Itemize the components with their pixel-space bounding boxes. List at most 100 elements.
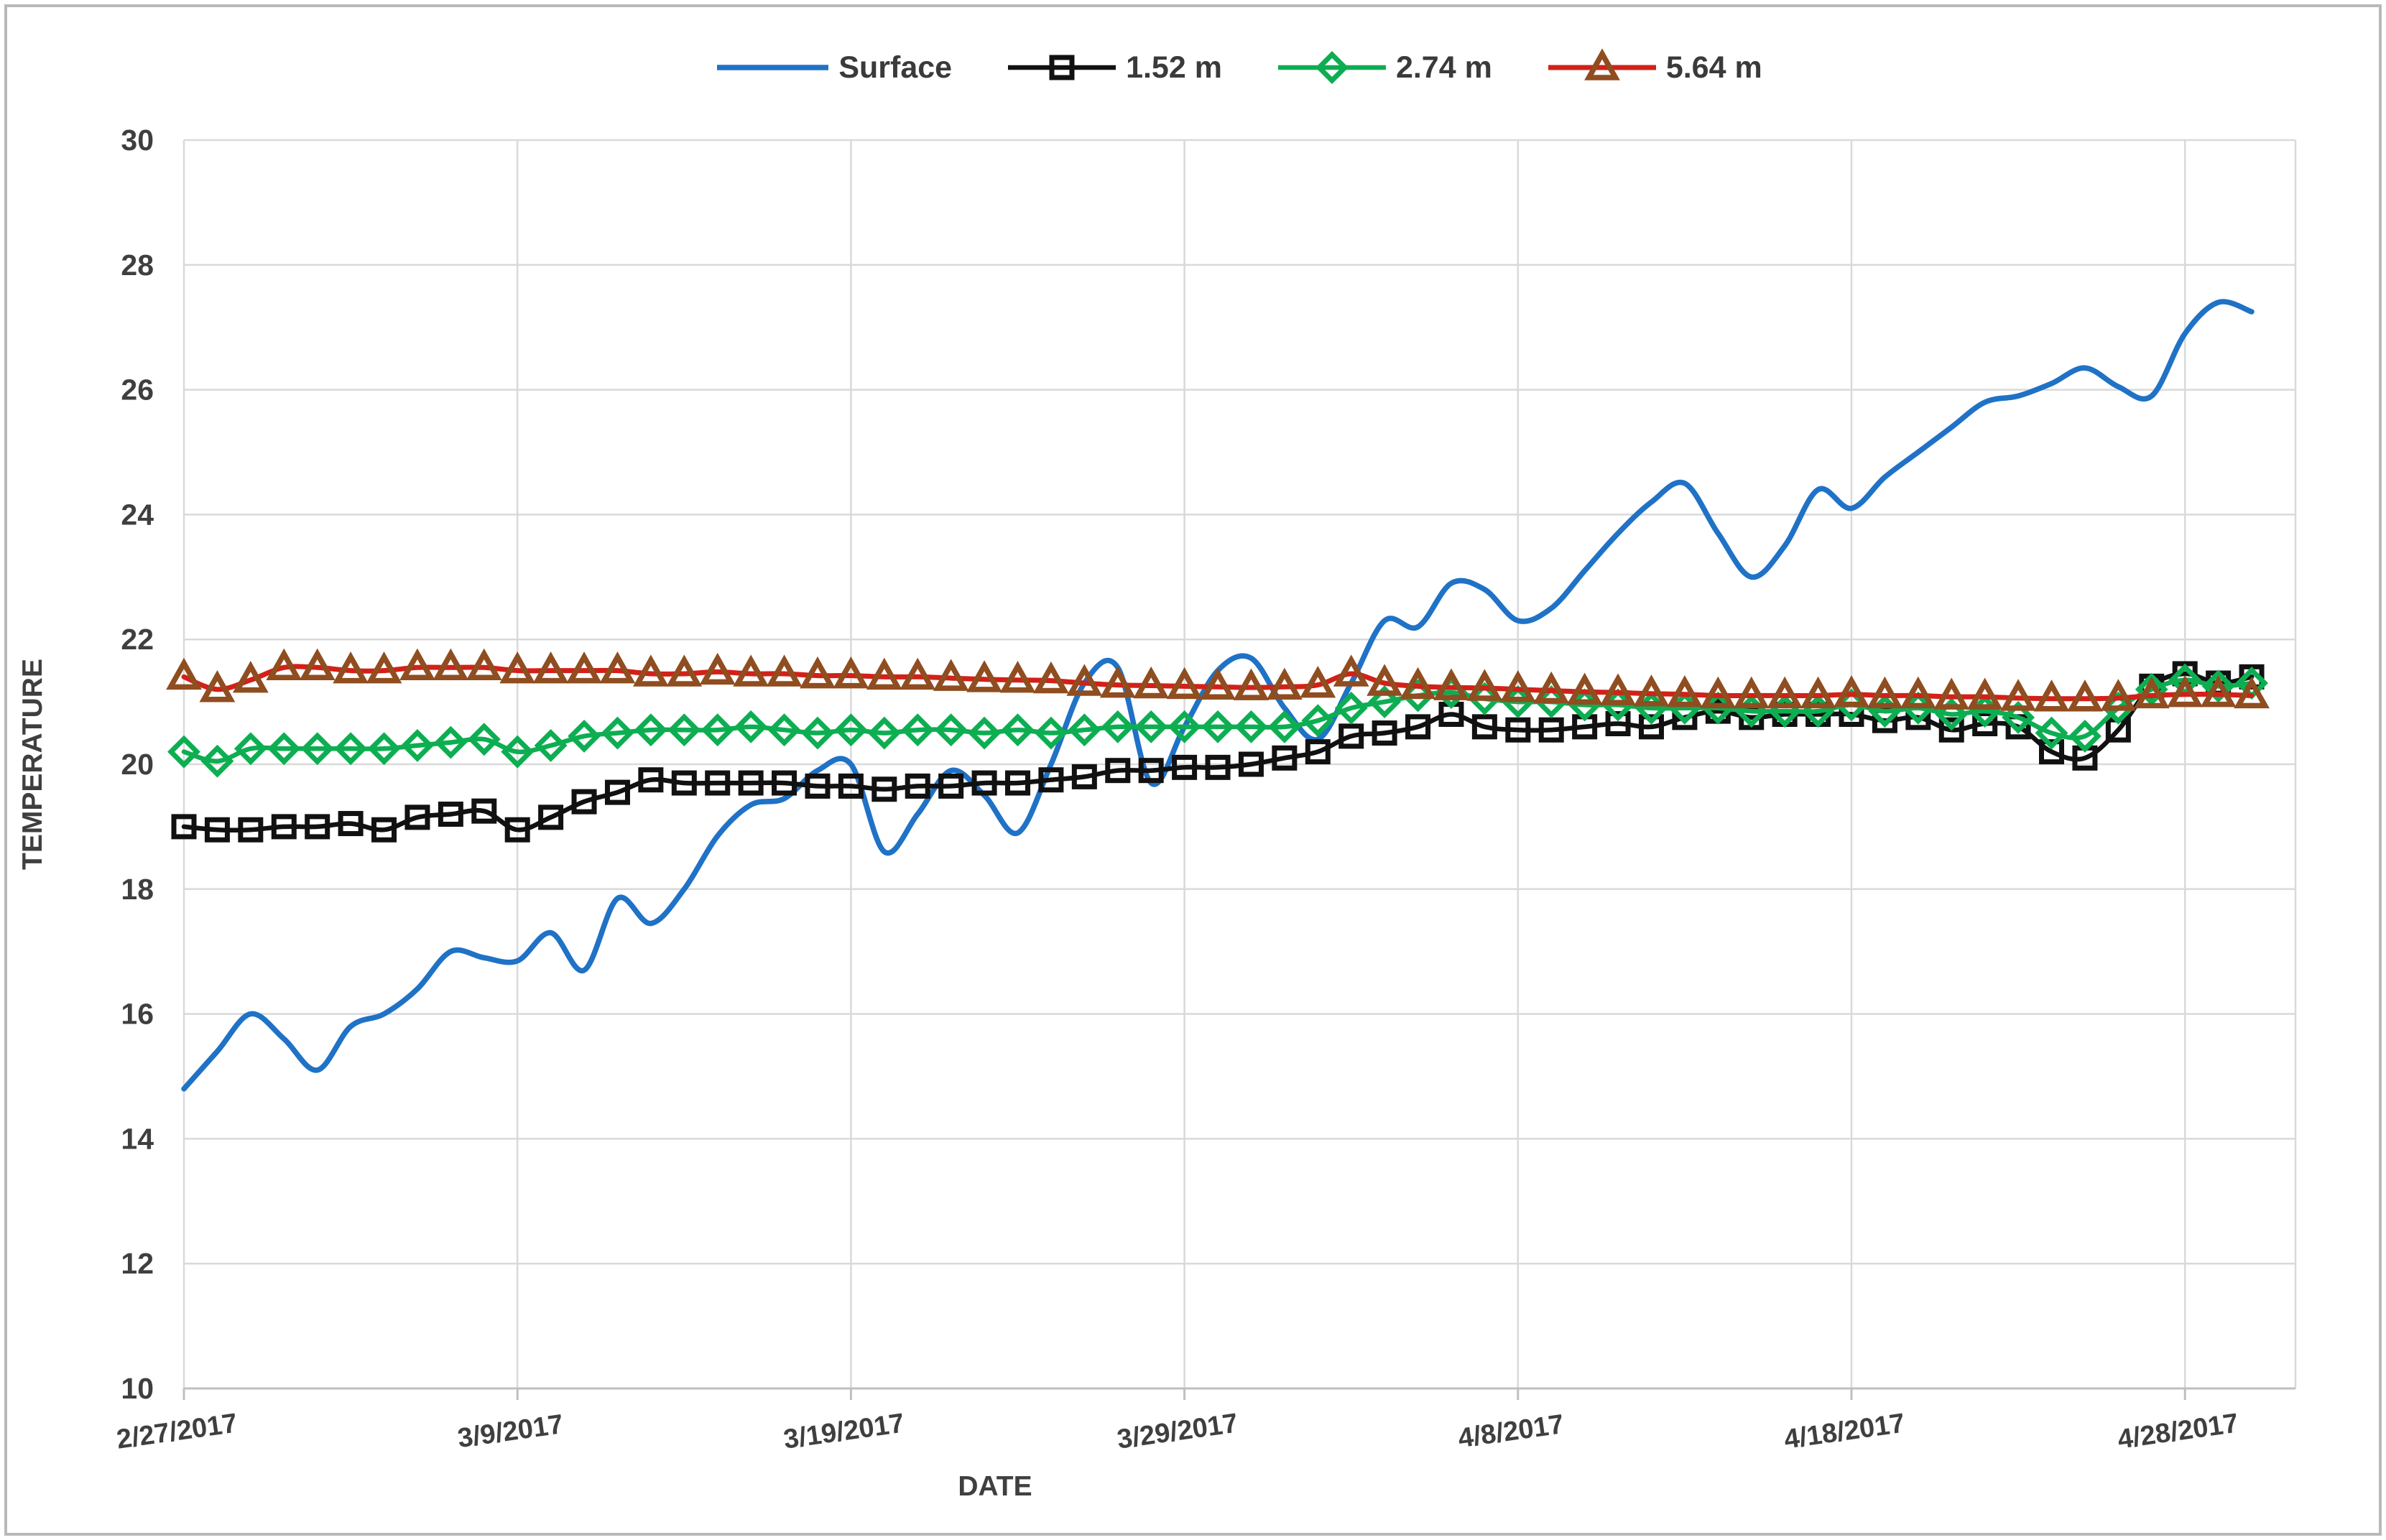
square-marker (871, 776, 897, 802)
diamond-marker (1167, 710, 1201, 743)
diamond-marker (233, 732, 267, 766)
diamond-marker (801, 716, 834, 750)
triangle-marker (2067, 679, 2103, 712)
triangle-marker (266, 648, 302, 681)
diamond-marker (867, 716, 901, 750)
square-marker (1038, 767, 1064, 793)
triangle-marker (1033, 661, 1069, 694)
legend-item-2-74m: 2.74 m (1277, 47, 1492, 88)
axes (182, 1387, 2295, 1400)
y-tick-label-22: 22 (121, 623, 154, 656)
square-marker (1605, 711, 1631, 737)
square-marker (1205, 754, 1231, 780)
square-marker (338, 811, 364, 837)
legend-label-1-52m: 1.52 m (1126, 50, 1222, 85)
diamond-marker (167, 735, 200, 769)
diamond-marker (2135, 672, 2168, 706)
triangle-marker (766, 654, 803, 687)
y-tick-label-30: 30 (121, 124, 154, 157)
series-2-74-m (167, 663, 2268, 778)
triangle-marker (1233, 668, 1270, 700)
triangle-marker (566, 651, 602, 684)
diamond-marker (2068, 719, 2101, 753)
triangle-marker (399, 648, 435, 681)
triangle-marker (532, 651, 569, 684)
triangle-marker (800, 656, 836, 689)
triangle-marker (966, 660, 1002, 692)
diamond-marker (1315, 51, 1349, 84)
legend-label-surface: Surface (838, 50, 953, 85)
y-tick-label-24: 24 (121, 498, 154, 531)
triangle-marker (333, 651, 369, 684)
diamond-marker (367, 732, 401, 766)
series-5-64-m (166, 648, 2270, 712)
triangle-marker (1400, 667, 1436, 700)
diamond-marker (2201, 669, 2235, 703)
legend-marker-sample (1049, 55, 1075, 80)
triangle-marker (166, 657, 202, 690)
diamond-marker (1234, 710, 1268, 743)
square-marker (1071, 764, 1097, 789)
legend-marker-sample (1315, 51, 1349, 84)
triangle-marker (1933, 677, 1970, 710)
square-marker (571, 789, 597, 815)
triangle-marker (599, 651, 636, 684)
diamond-marker (834, 713, 868, 747)
triangle-marker (299, 648, 336, 681)
diamond-marker (1267, 710, 1301, 743)
y-tick-label-16: 16 (121, 998, 154, 1031)
triangle-marker (1867, 676, 1903, 709)
square-marker (772, 770, 797, 796)
triangle-marker (632, 654, 669, 687)
square-marker (738, 770, 764, 796)
square-marker (1372, 720, 1397, 746)
square-marker (1505, 717, 1531, 743)
square-marker (705, 770, 731, 796)
diamond-marker (267, 732, 301, 766)
legend-item-surface: Surface (717, 47, 952, 88)
square-marker (905, 773, 930, 799)
triangle-marker (1800, 676, 1836, 709)
diamond-marker (700, 713, 734, 747)
diamond-marker (667, 713, 701, 747)
triangle-marker (1966, 677, 2003, 710)
square-marker (305, 814, 330, 840)
triangle-marker (2033, 679, 2070, 712)
triangle-marker (1499, 670, 1536, 702)
triangle-marker (1433, 668, 1469, 700)
y-tick-label-28: 28 (121, 249, 154, 282)
triangle-marker (833, 656, 869, 689)
diamond-marker (501, 735, 535, 769)
square-marker (1172, 754, 1198, 780)
square-marker (1972, 711, 1998, 737)
triangle-marker (1367, 664, 1403, 696)
triangle-marker (1133, 666, 1170, 699)
triangle-marker (866, 657, 902, 690)
triangle-marker (1900, 676, 1936, 709)
diamond-marker (1201, 710, 1234, 743)
square-marker (1272, 745, 1298, 771)
triangle-marker (1767, 676, 1803, 709)
diamond-marker (200, 744, 234, 778)
square-marker-swatch-icon (1008, 55, 1116, 80)
square-marker (371, 817, 397, 843)
series-1-52-m (171, 661, 2265, 843)
square-marker (971, 770, 997, 796)
triangle-marker (2000, 679, 2037, 711)
triangle-marker (1166, 667, 1203, 700)
legend-item-1-52m: 1.52 m (1008, 47, 1222, 88)
square-marker (805, 773, 831, 799)
x-tick-label-2/27/2017: 2/27/2017 (115, 1409, 239, 1455)
y-tick-label-18: 18 (121, 873, 154, 906)
axis-titles: TEMPERATURE DATE (17, 659, 1032, 1502)
triangle-marker (1600, 673, 1636, 705)
diamond-marker (1935, 697, 1969, 731)
square-marker (538, 804, 564, 830)
square-marker (271, 814, 297, 840)
triangle-marker (933, 659, 969, 691)
y-tick-label-26: 26 (121, 374, 154, 407)
series-markers (166, 648, 2270, 712)
surface-line-swatch-icon (717, 65, 829, 70)
